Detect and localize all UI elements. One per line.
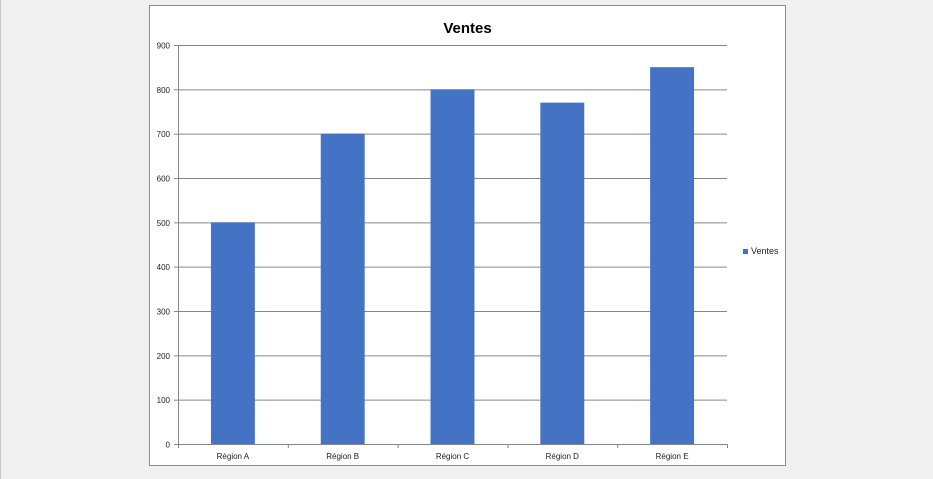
bars — [210, 67, 695, 444]
y-tick-label: 300 — [157, 308, 171, 317]
y-tick-label: 100 — [157, 396, 171, 405]
x-tick-label: Région D — [546, 452, 580, 461]
chart-area[interactable]: Ventes 0 100 200 300 400 500 600 700 800 900 Régi… — [149, 5, 786, 466]
y-tick-label: 500 — [157, 219, 171, 228]
y-tick-label: 400 — [157, 263, 171, 272]
x-tick-label: Région C — [436, 452, 470, 461]
legend[interactable]: Ventes — [743, 246, 779, 256]
legend-label: Ventes — [751, 246, 779, 256]
chart-title: Ventes — [443, 20, 492, 37]
bar — [430, 89, 475, 444]
bar — [650, 67, 695, 444]
x-tick-label: Région B — [326, 452, 359, 461]
bar — [540, 102, 585, 444]
x-axis-labels: Région A Région B Région C Région D Région E — [217, 452, 689, 461]
window-edge — [0, 0, 1, 479]
y-tick-label: 700 — [157, 130, 171, 139]
y-tick-label: 900 — [157, 42, 171, 51]
y-tick-label: 200 — [157, 352, 171, 361]
x-tick-label: Région E — [656, 452, 689, 461]
bar — [210, 222, 255, 444]
x-tick-label: Région A — [217, 452, 250, 461]
y-tick-label: 800 — [157, 86, 171, 95]
y-tick-label: 0 — [166, 441, 171, 450]
axes — [174, 45, 728, 448]
y-tick-label: 600 — [157, 175, 171, 184]
legend-swatch — [743, 248, 748, 254]
y-axis-labels: 0 100 200 300 400 500 600 700 800 900 — [157, 42, 171, 450]
bar — [320, 133, 365, 444]
